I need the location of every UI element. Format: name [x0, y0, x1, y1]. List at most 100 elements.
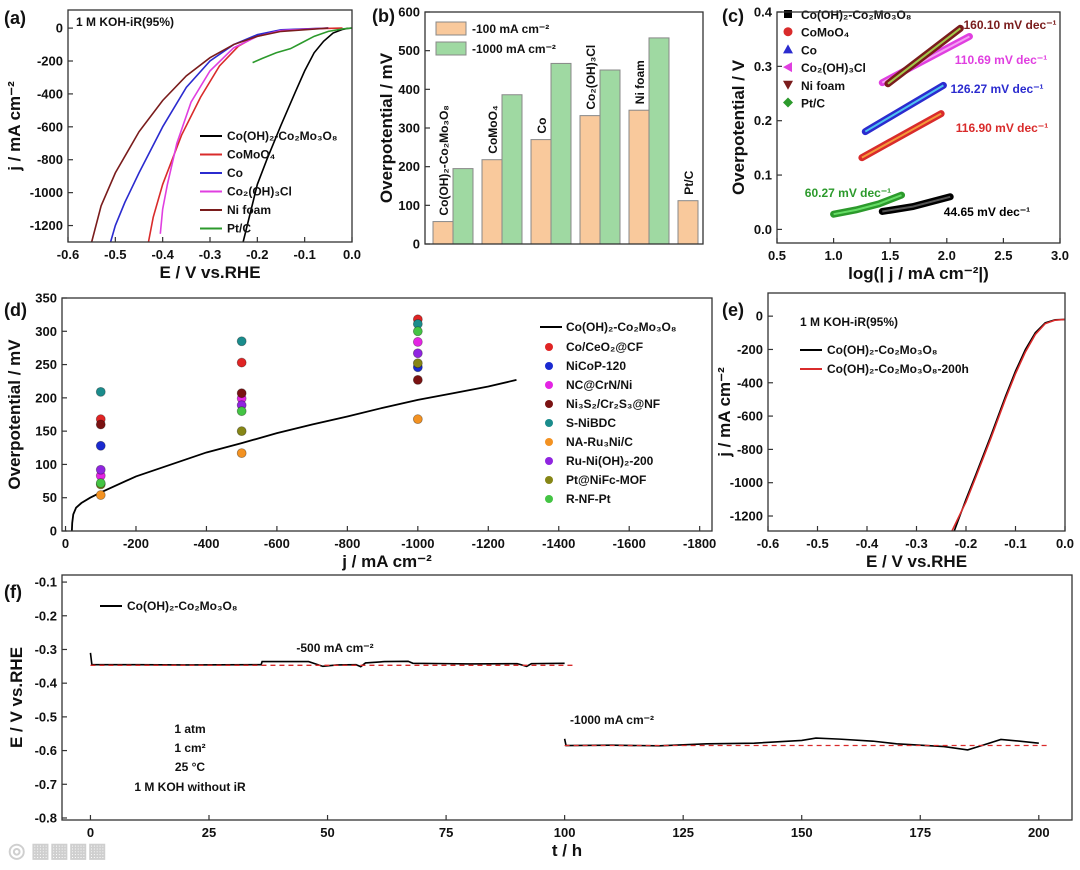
legend-marker	[545, 400, 553, 408]
legend-label: CoMoO₄	[801, 26, 850, 40]
legend-label: NiCoP-120	[566, 359, 626, 373]
x-tick-label: 0.0	[1056, 536, 1074, 551]
category-label: Co₂(OH)₃Cl	[584, 45, 598, 110]
fit-line	[833, 194, 902, 216]
circle-marker-icon	[783, 27, 793, 37]
annotation: 1 M KOH-iR(95%)	[76, 15, 174, 29]
panel-label: (c)	[722, 6, 744, 26]
plot-area	[432, 37, 699, 244]
x-tick-label: -0.1	[1004, 536, 1026, 551]
square-marker-icon	[784, 10, 792, 18]
legend-marker	[545, 362, 553, 370]
y-axis-title: j / mA cm⁻²	[715, 367, 734, 458]
x-tick-label: 175	[909, 825, 931, 840]
slope-label: 116.90 mV dec⁻¹	[956, 121, 1048, 135]
x-tick-label: -0.4	[856, 536, 879, 551]
x-tick-label: 125	[672, 825, 694, 840]
fit-line	[887, 27, 961, 85]
plot-area	[89, 652, 1049, 751]
legend-label: CoMoO₄	[227, 148, 276, 162]
plot-area	[951, 318, 1065, 531]
plot-frame	[767, 292, 1066, 532]
panel-label: (f)	[4, 582, 22, 602]
x-tick-label: -0.2	[246, 247, 268, 262]
y-tick-label: -800	[37, 152, 63, 167]
legend-marker	[545, 476, 553, 484]
legend-label: Co	[227, 166, 243, 180]
y-tick-label: -200	[37, 54, 63, 69]
panel-d: (d) 0 -200 -400 -600 -800 -1000 -1200 -1400 -1600…	[4, 291, 716, 572]
x-tick-label: -0.4	[151, 247, 174, 262]
x-tick-label: -1200	[472, 536, 505, 551]
triangle-down-marker-icon	[783, 80, 793, 90]
y-tick-label: -0.6	[35, 743, 57, 758]
bar	[550, 62, 572, 244]
legend-label: Ni₃S₂/Cr₂S₃@NF	[566, 397, 660, 411]
category-label: Ni foam	[633, 60, 647, 104]
x-tick-label: 0	[62, 536, 69, 551]
y-tick-label: -1000	[30, 185, 63, 200]
slope-label: 44.65 mV dec⁻¹	[944, 205, 1030, 219]
y-tick-label: 500	[398, 43, 420, 58]
category-label: Pt/C	[682, 170, 696, 194]
y-tick-label: 400	[398, 82, 420, 97]
bar	[599, 69, 621, 244]
y-axis-title: Overpotential / mV	[5, 339, 24, 490]
legend-label: Co(OH)₂-Co₂Mo₃O₈	[827, 343, 937, 357]
data-point	[95, 386, 106, 397]
x-tick-label: -0.2	[955, 536, 977, 551]
plot-frame	[61, 297, 713, 532]
data-point	[412, 358, 423, 369]
plot-area	[70, 314, 517, 531]
series-line	[70, 379, 517, 531]
slope-label: 60.27 mV dec⁻¹	[805, 186, 891, 200]
y-tick-label: 0.1	[754, 168, 772, 183]
x-tick-label: -400	[193, 536, 219, 551]
legend-marker	[545, 438, 553, 446]
annotation: 25 °C	[175, 760, 205, 774]
legend-label: Co(OH)₂-Co₂Mo₃O₈-200h	[827, 362, 969, 376]
bar	[452, 168, 474, 244]
y-tick-label: -1000	[730, 475, 763, 490]
y-tick-label: 0	[756, 309, 763, 324]
legend-label: Co₂(OH)₃Cl	[801, 61, 866, 75]
legend-marker	[545, 495, 553, 503]
data-point	[412, 374, 423, 385]
y-tick-label: -0.4	[35, 676, 58, 691]
data-point	[236, 357, 247, 368]
category-label: Co(OH)₂-Co₂Mo₃O₈	[437, 105, 451, 215]
y-tick-label: -400	[737, 375, 763, 390]
y-tick-label: -0.7	[35, 777, 57, 792]
x-tick-label: 1.0	[825, 248, 843, 263]
y-tick-label: 300	[35, 324, 57, 339]
y-axis-title: j / mA cm⁻²	[5, 81, 24, 172]
series-line	[563, 737, 1039, 751]
legend-marker	[545, 419, 553, 427]
x-tick-label: -1800	[683, 536, 716, 551]
panel-label: (e)	[722, 300, 744, 320]
legend-label: -100 mA cm⁻²	[472, 22, 549, 36]
panel-c: (c) 0.5 1.0 1.5 2.0 2.5 3.0 0.0 0.1 0.2 0.3 0.4 log(…	[722, 5, 1069, 284]
y-tick-label: 100	[398, 198, 420, 213]
legend-marker	[545, 457, 553, 465]
x-tick-label: 100	[554, 825, 576, 840]
panel-f: (f) 0 25 50 75 100 125 150 175 200 -0.1 -0.2 -0.3 -0.…	[4, 574, 1073, 860]
annotation: -1000 mA cm⁻²	[570, 713, 654, 727]
x-tick-label: 0.0	[343, 247, 361, 262]
bar	[648, 37, 670, 244]
x-axis-title: E / V vs.RHE	[159, 263, 260, 282]
data-point	[412, 348, 423, 359]
plot-frame	[61, 574, 1073, 821]
y-tick-label: 350	[35, 291, 57, 306]
x-axis-title: log(| j / mA cm⁻²|)	[848, 264, 989, 283]
legend-label: Pt/C	[227, 222, 251, 236]
legend-marker	[545, 381, 553, 389]
x-tick-label: -1600	[613, 536, 646, 551]
x-tick-label: 2.0	[938, 248, 956, 263]
y-tick-label: 250	[35, 357, 57, 372]
legend-label: Ni foam	[801, 79, 845, 93]
legend-label: NA-Ru₃Ni/C	[566, 435, 633, 449]
data-point	[412, 326, 423, 337]
panel-label: (d)	[4, 300, 27, 320]
bar	[628, 109, 650, 244]
